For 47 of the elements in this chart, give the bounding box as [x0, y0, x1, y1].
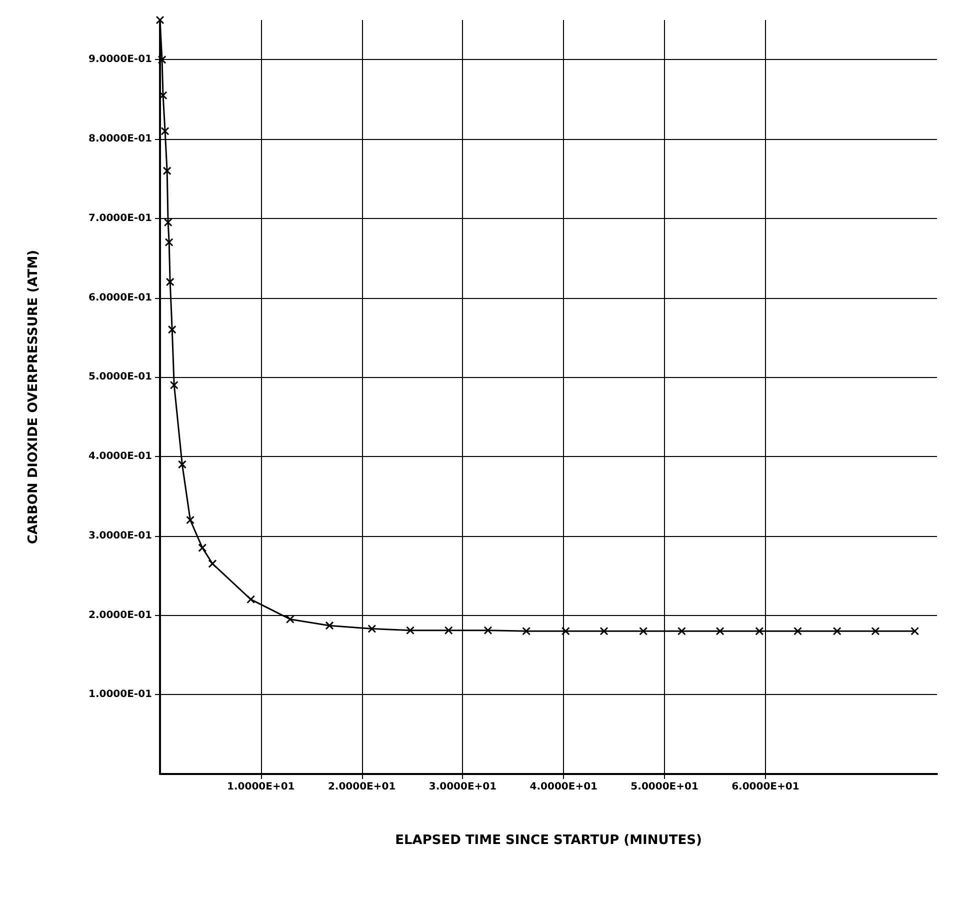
x-axis-title: ELAPSED TIME SINCE STARTUP (MINUTES) — [395, 833, 702, 848]
point — [639, 626, 648, 636]
point — [162, 166, 172, 176]
point — [522, 626, 531, 636]
point — [178, 460, 186, 469]
point — [208, 559, 217, 568]
point — [158, 55, 166, 64]
y-tick-label: 3.0000E-01 — [88, 530, 152, 542]
x-tick-label: 6.0000E+01 — [732, 782, 800, 792]
point — [600, 626, 608, 636]
point — [716, 626, 724, 636]
x-tick-label: 4.0000E+01 — [530, 782, 598, 792]
point — [368, 624, 376, 634]
point — [164, 218, 172, 227]
y-tick-label: 8.0000E-01 — [88, 134, 152, 145]
point — [170, 380, 178, 390]
point — [156, 16, 164, 24]
point — [325, 621, 334, 630]
point — [168, 325, 176, 334]
y-tick-label: 6.0000E-01 — [88, 292, 152, 304]
point — [444, 626, 453, 635]
point — [246, 595, 256, 604]
y-tick-label: 7.0000E-01 — [88, 212, 152, 224]
point — [793, 626, 802, 636]
point — [186, 516, 195, 524]
point — [198, 544, 207, 552]
point — [406, 626, 415, 635]
point — [166, 278, 174, 286]
x-tick-label: 1.0000E+01 — [227, 782, 295, 792]
x-tick-label: 2.0000E+01 — [328, 782, 396, 792]
y-tick-label: 2.0000E-01 — [88, 610, 152, 621]
point — [164, 238, 174, 246]
x-tick-label: 5.0000E+01 — [630, 782, 698, 792]
point — [910, 626, 920, 636]
x-tick-label: 3.0000E+01 — [428, 782, 497, 792]
point — [871, 626, 880, 636]
y-tick-label: 9.0000E-01 — [88, 54, 152, 66]
y-tick-label: 1.0000E-01 — [88, 689, 152, 700]
point — [832, 626, 842, 636]
point — [677, 626, 686, 636]
y-tick-label: 5.0000E-01 — [88, 372, 152, 383]
y-axis-title: CARBON DIOXIDE OVERPRESSURE (ATM) — [26, 250, 41, 544]
y-tick-label: 4.0000E-01 — [88, 451, 152, 462]
point — [484, 626, 492, 635]
point — [755, 626, 764, 636]
point — [561, 626, 570, 636]
point — [160, 126, 170, 136]
